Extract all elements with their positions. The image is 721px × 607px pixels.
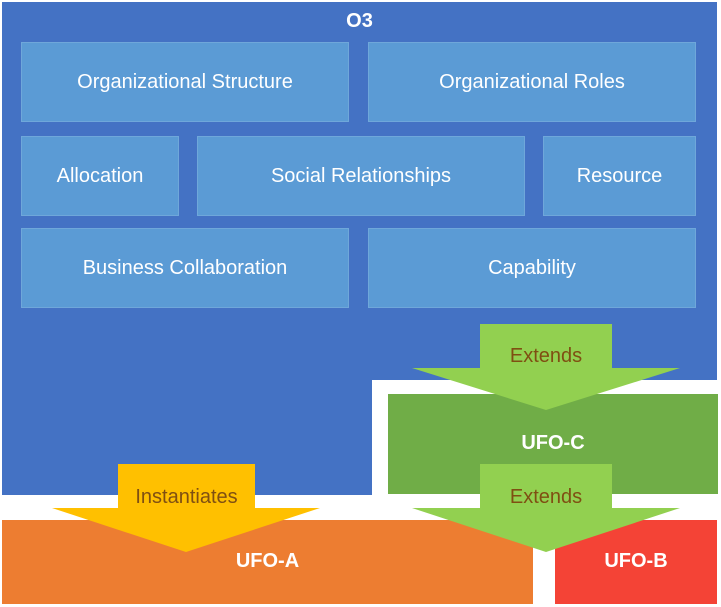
extends-top-label: Extends <box>480 345 612 368</box>
ufo-b-label: UFO-B <box>555 550 717 573</box>
ufo-c-label: UFO-C <box>388 432 718 455</box>
instantiates-label: Instantiates <box>118 486 255 509</box>
extends-bottom-label: Extends <box>480 486 612 509</box>
ufo-a-label: UFO-A <box>2 550 533 573</box>
